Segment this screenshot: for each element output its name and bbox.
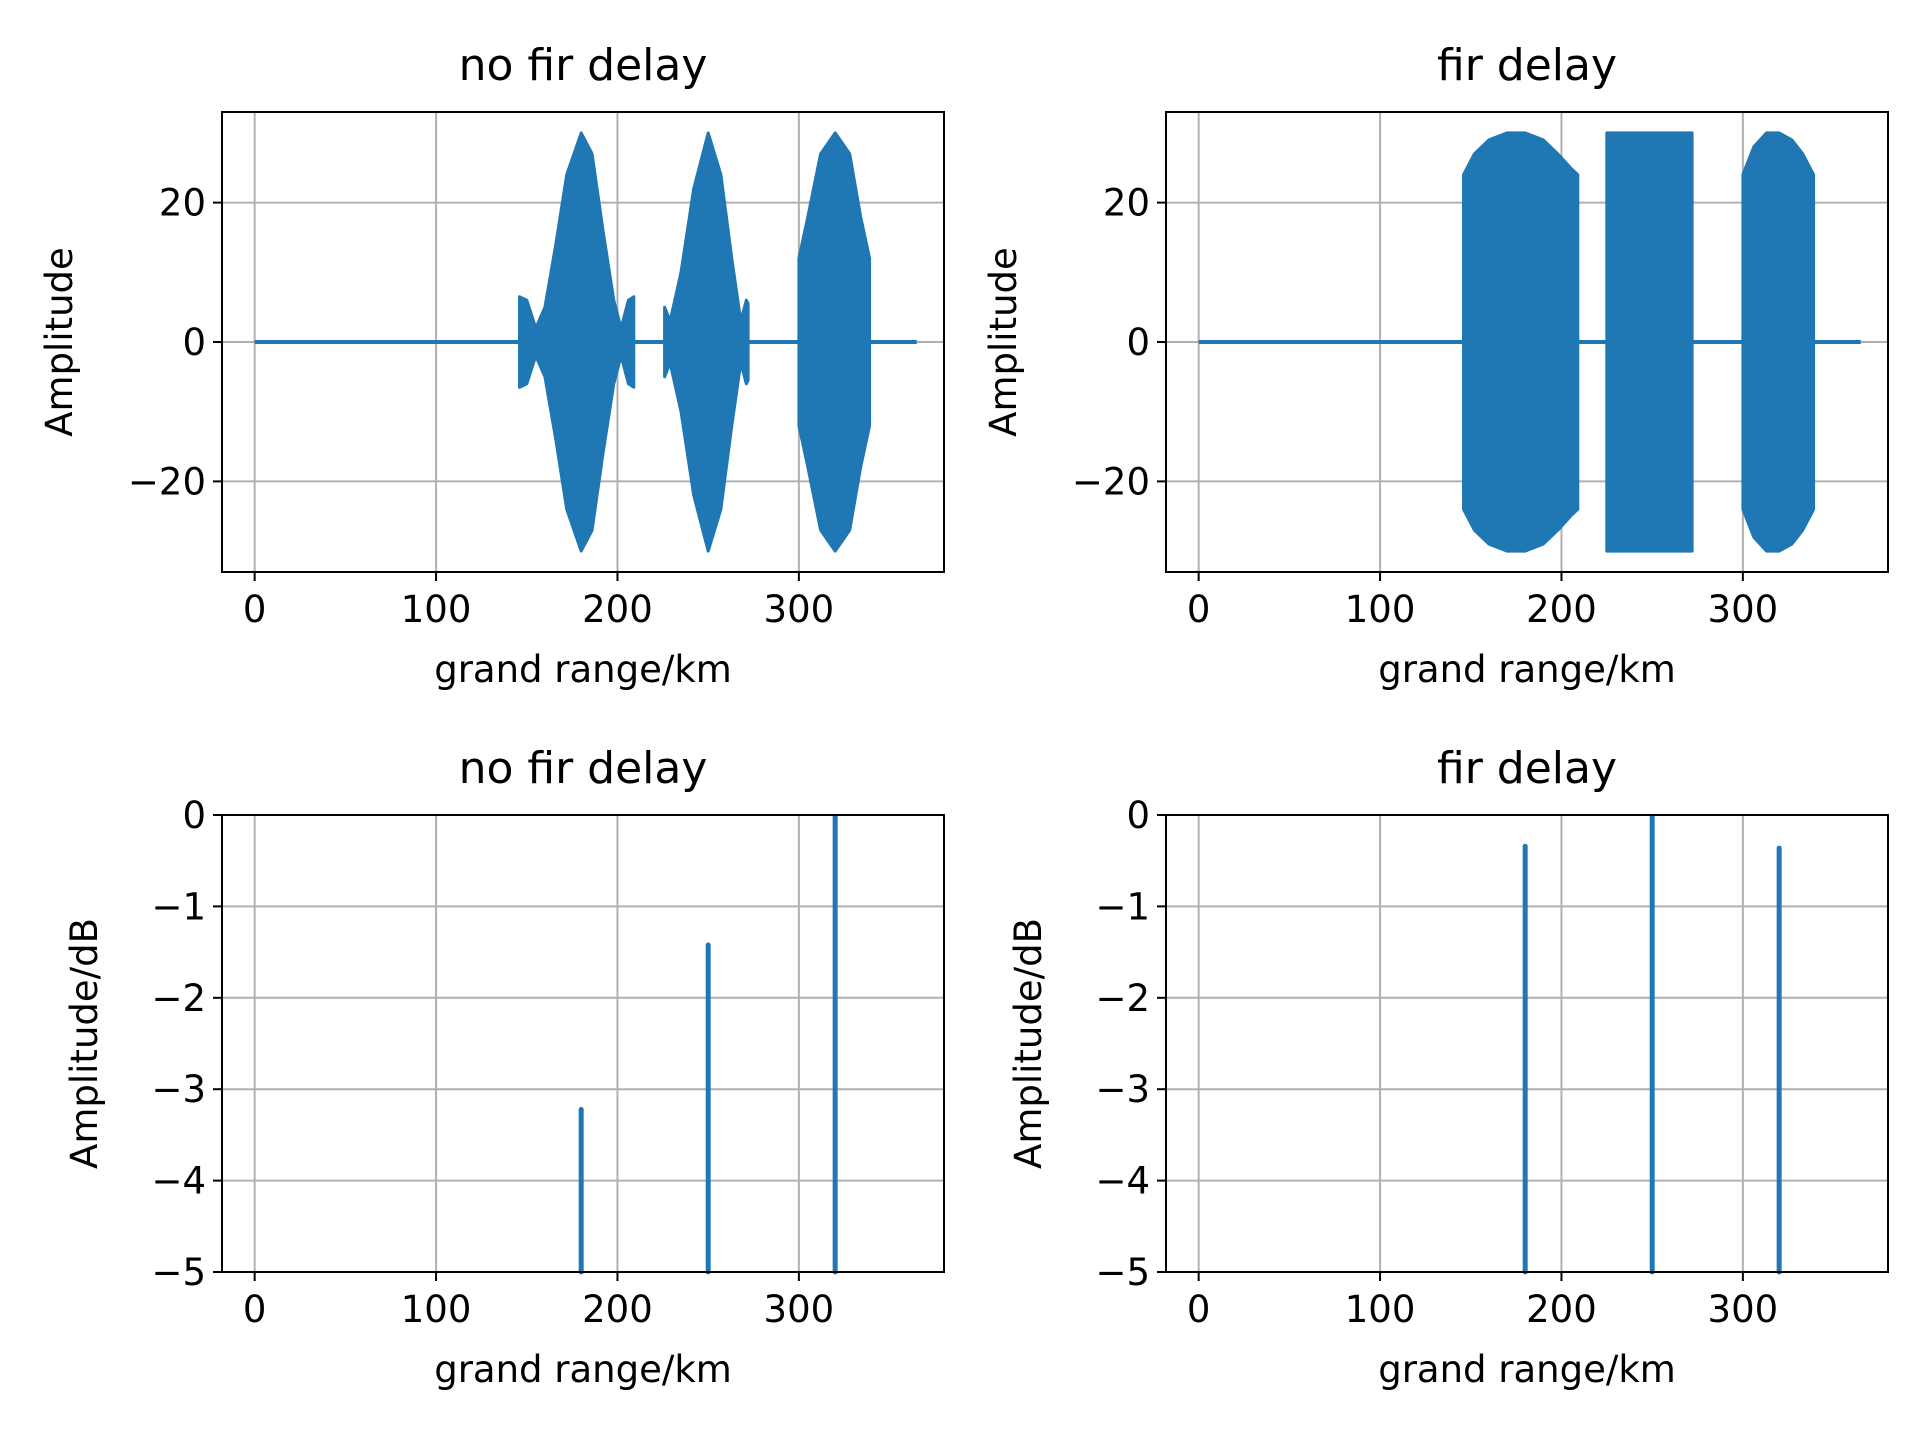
x-tick-label: 0	[1187, 588, 1211, 631]
y-tick-label: −2	[151, 977, 206, 1020]
x-axis-label: grand range/km	[434, 1348, 732, 1391]
signal-burst-1	[518, 131, 636, 553]
y-tick-label: −3	[151, 1068, 206, 1111]
x-tick-label: 300	[764, 1288, 835, 1331]
x-axis-label: grand range/km	[1378, 1348, 1676, 1391]
signal-burst-1	[1462, 131, 1580, 553]
subplot-title: no fir delay	[459, 40, 708, 91]
y-tick-label: −2	[1095, 977, 1150, 1020]
signal-burst-2	[1605, 131, 1694, 553]
y-tick-label: −4	[151, 1160, 206, 1203]
x-tick-label: 100	[1345, 588, 1416, 631]
y-tick-label: −1	[1095, 885, 1150, 928]
x-tick-label: 200	[582, 1288, 653, 1331]
y-tick-label: 0	[1126, 321, 1150, 364]
y-axis-label: Amplitude/dB	[63, 918, 106, 1169]
x-tick-label: 300	[764, 588, 835, 631]
x-tick-label: 200	[1526, 1288, 1597, 1331]
y-tick-label: −4	[1095, 1160, 1150, 1203]
y-tick-label: −5	[151, 1251, 206, 1294]
axes-frame	[221, 814, 945, 1273]
x-tick-label: 200	[582, 588, 653, 631]
y-tick-label: 20	[159, 182, 206, 225]
x-axis-label: grand range/km	[1378, 648, 1676, 691]
x-tick-label: 300	[1708, 588, 1779, 631]
y-tick-label: 0	[182, 794, 206, 837]
y-axis-label: Amplitude	[38, 247, 81, 437]
y-tick-label: −1	[151, 885, 206, 928]
subplot-title: no fir delay	[459, 743, 708, 794]
x-tick-label: 100	[1345, 1288, 1416, 1331]
signal-burst-3	[797, 131, 872, 553]
x-tick-label: 100	[401, 1288, 472, 1331]
x-tick-label: 200	[1526, 588, 1597, 631]
y-axis-label: Amplitude	[982, 247, 1025, 437]
y-tick-label: −3	[1095, 1068, 1150, 1111]
x-tick-label: 0	[243, 588, 267, 631]
x-tick-label: 0	[1187, 1288, 1211, 1331]
y-tick-label: −5	[1095, 1251, 1150, 1294]
axes-frame	[1165, 814, 1889, 1273]
subplot-4: 0 100 200 300 0 −1 −2 −3 −4 −5 fir delay grand rang…	[1007, 743, 1889, 1391]
y-tick-label: 0	[182, 321, 206, 364]
x-tick-label: 100	[401, 588, 472, 631]
subplot-title: fir delay	[1437, 743, 1617, 794]
x-tick-label: 300	[1708, 1288, 1779, 1331]
subplot-title: fir delay	[1437, 40, 1617, 91]
y-tick-label: −20	[1072, 460, 1150, 503]
x-tick-label: 0	[243, 1288, 267, 1331]
y-tick-label: 20	[1103, 182, 1150, 225]
subplot-3: 0 100 200 300 0 −1 −2 −3 −4 −5 no fir delay grand r…	[63, 743, 945, 1391]
signal-burst-2	[663, 131, 750, 553]
signal-burst-3	[1741, 131, 1816, 553]
x-axis-label: grand range/km	[434, 648, 732, 691]
y-tick-label: 0	[1126, 794, 1150, 837]
y-axis-label: Amplitude/dB	[1007, 918, 1050, 1169]
y-tick-label: −20	[128, 460, 206, 503]
